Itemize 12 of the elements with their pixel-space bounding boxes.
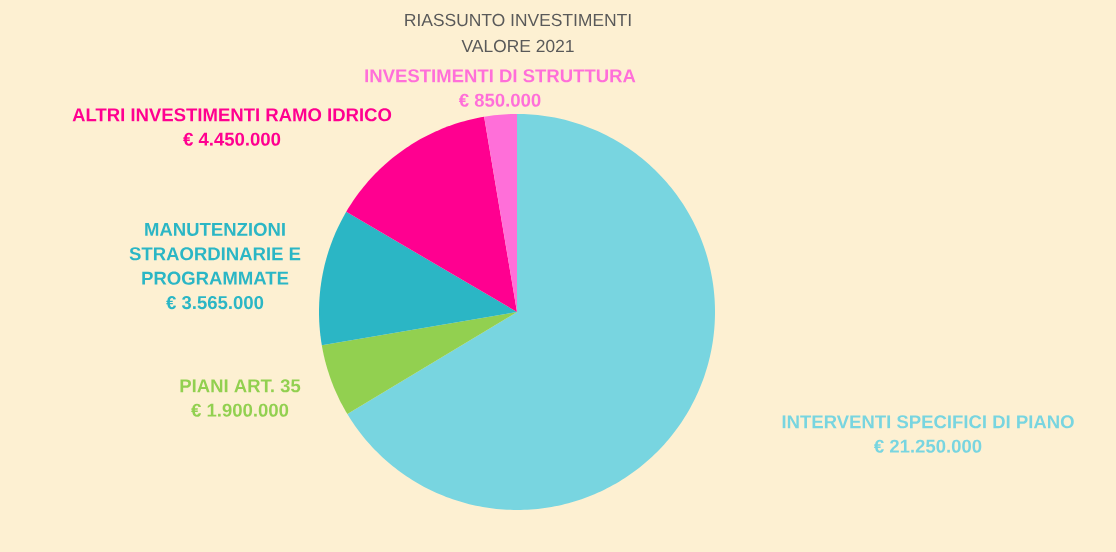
data-label: € 21.250.000 bbox=[874, 439, 982, 453]
data-label: € 850.000 bbox=[458, 93, 541, 107]
slice-label: INVESTIMENTI DI STRUTTURA bbox=[365, 69, 636, 83]
chart-subtitle: VALORE 2021 bbox=[461, 39, 574, 53]
data-label: € 4.450.000 bbox=[183, 132, 281, 146]
slice-label: MANUTENZIONI STRAORDINARIE E PROGRAMMATE bbox=[129, 222, 301, 285]
slice-label: INTERVENTI SPECIFICI DI PIANO bbox=[782, 415, 1074, 429]
data-label: € 3.565.000 bbox=[166, 296, 264, 310]
slice-label: PIANI ART. 35 bbox=[180, 379, 301, 393]
chart-title: RIASSUNTO INVESTIMENTI bbox=[405, 13, 631, 27]
slice-label: ALTRI INVESTIMENTI RAMO IDRICO bbox=[72, 108, 392, 122]
data-label: € 1.900.000 bbox=[191, 403, 289, 417]
